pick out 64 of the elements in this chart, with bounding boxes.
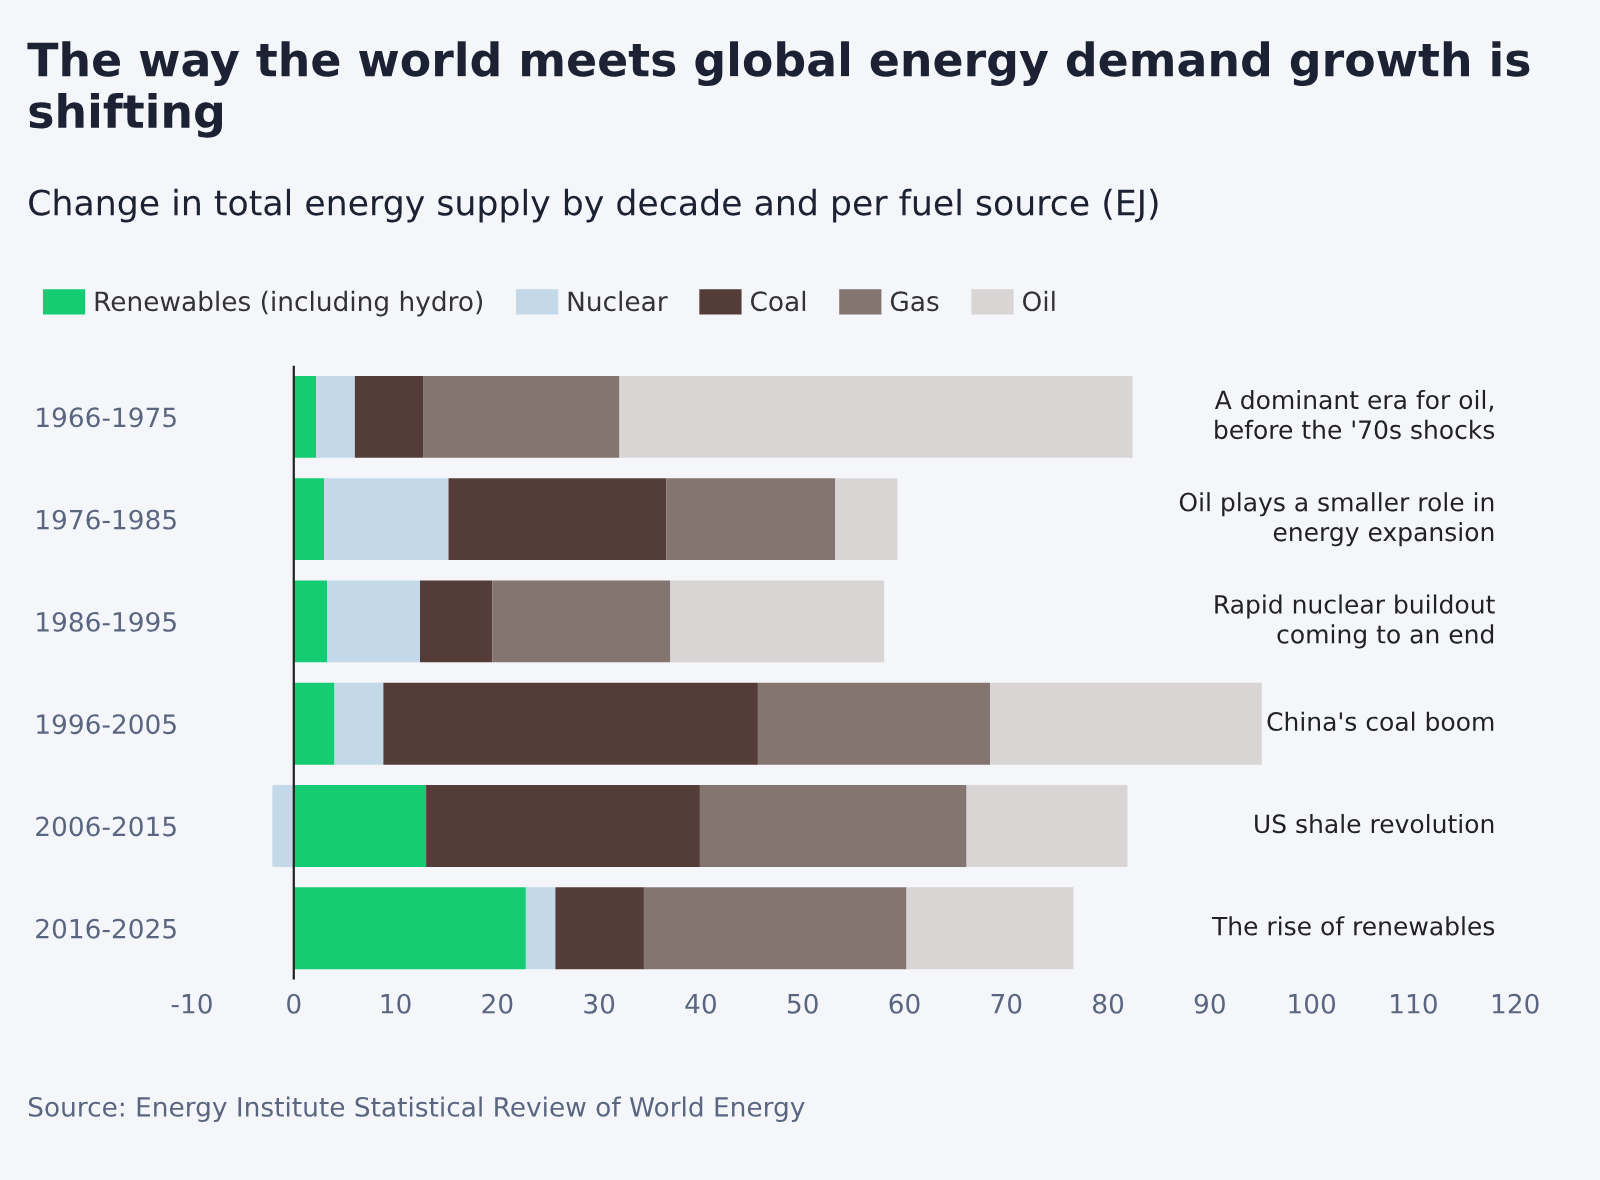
annotation: A dominant era for oil, before the '70s shocks: [1214, 389, 1495, 440]
bar: [643, 887, 907, 970]
chart-subtitle: Change in total energy supply by decade and per fuel source (EJ): [29, 188, 1158, 223]
y-tick-label: 2016-2025: [36, 918, 176, 939]
bar: [316, 376, 355, 458]
bar: [670, 580, 885, 663]
x-tick-label: 0: [287, 993, 301, 1014]
y-tick-label: 1966-1975: [37, 407, 176, 428]
annotation: The rise of renewables: [1211, 916, 1495, 936]
bar: [699, 785, 967, 867]
bar: [906, 887, 1074, 970]
x-tick-label: 90: [1194, 993, 1225, 1014]
x-tick-label: 30: [584, 993, 615, 1014]
bar: [272, 785, 294, 867]
bar: [354, 376, 424, 458]
bar: [966, 785, 1128, 867]
bar: [426, 785, 700, 867]
legend-label: Coal: [750, 290, 806, 312]
bar: [835, 478, 898, 561]
y-tick-label: 1986-1995: [37, 611, 176, 632]
x-tick-label: 60: [889, 993, 920, 1014]
chart-title: The way the world meets global energy demand growth is shifting: [27, 41, 1530, 138]
bar: [423, 376, 620, 458]
y-tick-label: 1976-1985: [37, 509, 176, 530]
bar: [666, 478, 836, 561]
bar: [293, 376, 317, 458]
x-tick-label: 50: [787, 993, 818, 1014]
bar: [525, 887, 556, 970]
legend-label: Nuclear: [568, 290, 668, 312]
bar: [383, 682, 758, 765]
bar: [327, 580, 420, 663]
bar: [324, 478, 449, 561]
annotation: Oil plays a smaller role in energy expansion: [1179, 492, 1494, 547]
bar: [334, 682, 384, 765]
legend-label: Gas: [890, 291, 939, 312]
annotation: China's coal boom: [1267, 711, 1494, 731]
legend-label: Oil: [1023, 290, 1055, 312]
bar: [492, 580, 671, 663]
bar: [619, 376, 1133, 458]
bar: [293, 887, 526, 970]
bar: [757, 682, 990, 765]
bar: [420, 580, 493, 663]
bar: [293, 785, 427, 867]
x-tick-label: 110: [1391, 993, 1437, 1014]
x-tick-label: 70: [991, 993, 1022, 1014]
bar: [989, 682, 1262, 765]
bar: [448, 478, 667, 561]
x-tick-label: 120: [1492, 993, 1539, 1014]
x-tick-label: 10: [381, 993, 411, 1014]
y-tick-label: 1996-2005: [37, 714, 176, 735]
x-tick-label: 40: [685, 993, 716, 1014]
bar: [293, 580, 328, 663]
legend-label: Renewables (including hydro): [95, 290, 483, 317]
annotation: US shale revolution: [1255, 813, 1494, 834]
bar: [293, 478, 325, 561]
x-tick-label: -10: [171, 993, 212, 1014]
x-tick-label: 20: [482, 993, 513, 1014]
bar: [555, 887, 644, 970]
x-tick-label: 100: [1289, 993, 1336, 1014]
x-tick-label: 80: [1093, 993, 1124, 1014]
source-note: Source: Energy Institute Statistical Review of World Energy: [28, 1096, 805, 1122]
y-tick-label: 2006-2015: [36, 816, 176, 837]
bar: [293, 682, 335, 765]
annotation: Rapid nuclear buildout coming to an end: [1215, 594, 1495, 649]
